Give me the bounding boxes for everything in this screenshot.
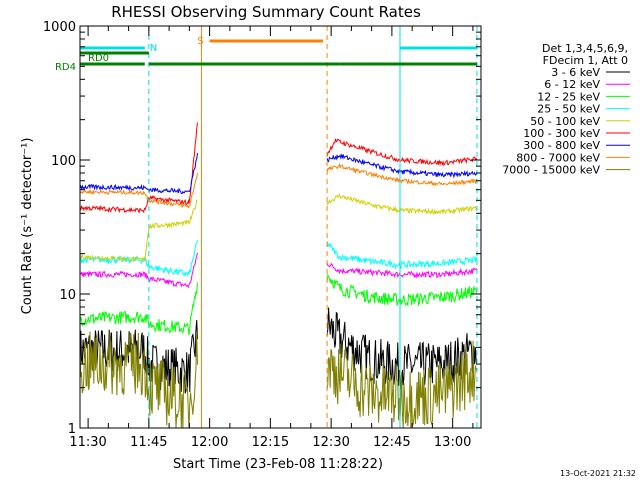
chart-title: RHESSI Observing Summary Count Rates <box>111 3 421 21</box>
series-line-7-seg-1 <box>326 163 478 187</box>
flag-label-n: N <box>150 43 157 54</box>
x-tick-label-4: 12:30 <box>312 435 349 450</box>
x-tick-label-2: 12:00 <box>191 435 228 450</box>
flag-label-rd4: RD4 <box>55 62 76 73</box>
legend: Det 1,3,4,5,6,9, FDecim 1, Att 0 3 - 6 k… <box>502 42 630 177</box>
y-tick-label-1: 10 <box>59 288 76 303</box>
legend-label-6: 300 - 800 keV <box>523 139 600 152</box>
x-tick-label-3: 12:15 <box>252 435 289 450</box>
legend-header-line-2: FDecim 1, Att 0 <box>543 54 628 67</box>
legend-label-5: 100 - 300 keV <box>523 127 600 140</box>
legend-label-4: 50 - 100 keV <box>530 115 600 128</box>
series-line-5-seg-1 <box>326 138 478 167</box>
plot-area: RD0 N S <box>79 25 482 429</box>
legend-label-2: 12 - 25 keV <box>537 90 600 103</box>
flag-label-s: S <box>197 36 203 47</box>
series-line-4-seg-0 <box>80 199 198 263</box>
footer-date: 13-Oct-2021 21:32 <box>560 469 636 478</box>
series-line-3-seg-0 <box>80 239 198 278</box>
series-line-6-seg-1 <box>326 153 478 179</box>
series-line-4-seg-1 <box>326 192 478 216</box>
series-line-5-seg-0 <box>80 122 198 215</box>
legend-label-8: 7000 - 15000 keV <box>502 164 600 177</box>
x-tick-label-1: 11:45 <box>130 435 167 450</box>
axes: RD4 1 10 100 1000 11:30 11:45 12:00 12:15 12:30 12… <box>43 20 481 450</box>
series-line-1-seg-1 <box>326 262 478 279</box>
legend-header-line-1: Det 1,3,4,5,6,9, <box>542 42 628 55</box>
status-flags: RD0 N S <box>80 36 477 66</box>
x-tick-label-5: 12:45 <box>373 435 410 450</box>
legend-label-3: 25 - 50 keV <box>537 103 600 116</box>
y-tick-label-3: 1000 <box>43 20 76 35</box>
y-axis-label: Count Rate (s⁻¹ detector⁻¹) <box>20 138 35 315</box>
legend-label-7: 800 - 7000 keV <box>516 151 600 164</box>
series-line-2-seg-0 <box>80 282 198 336</box>
flag-label-rd0: RD0 <box>88 53 109 64</box>
series-line-2-seg-1 <box>326 273 478 307</box>
series-line-8-seg-0 <box>80 331 198 428</box>
series-line-3-seg-1 <box>326 241 478 270</box>
x-tick-label-0: 11:30 <box>69 435 106 450</box>
series-line-6-seg-0 <box>80 152 198 195</box>
series-layer <box>80 122 478 428</box>
x-tick-label-6: 13:00 <box>434 435 471 450</box>
x-axis-label: Start Time (23-Feb-08 11:28:22) <box>173 457 383 472</box>
plot-frame <box>79 25 482 429</box>
y-tick-label-0: 1 <box>68 422 76 437</box>
series-line-8-seg-1 <box>326 340 478 428</box>
legend-label-1: 6 - 12 keV <box>544 78 600 91</box>
series-line-1-seg-0 <box>80 252 198 289</box>
y-tick-label-2: 100 <box>51 154 76 169</box>
series-line-7-seg-0 <box>80 172 198 209</box>
legend-label-0: 3 - 6 keV <box>551 66 600 79</box>
